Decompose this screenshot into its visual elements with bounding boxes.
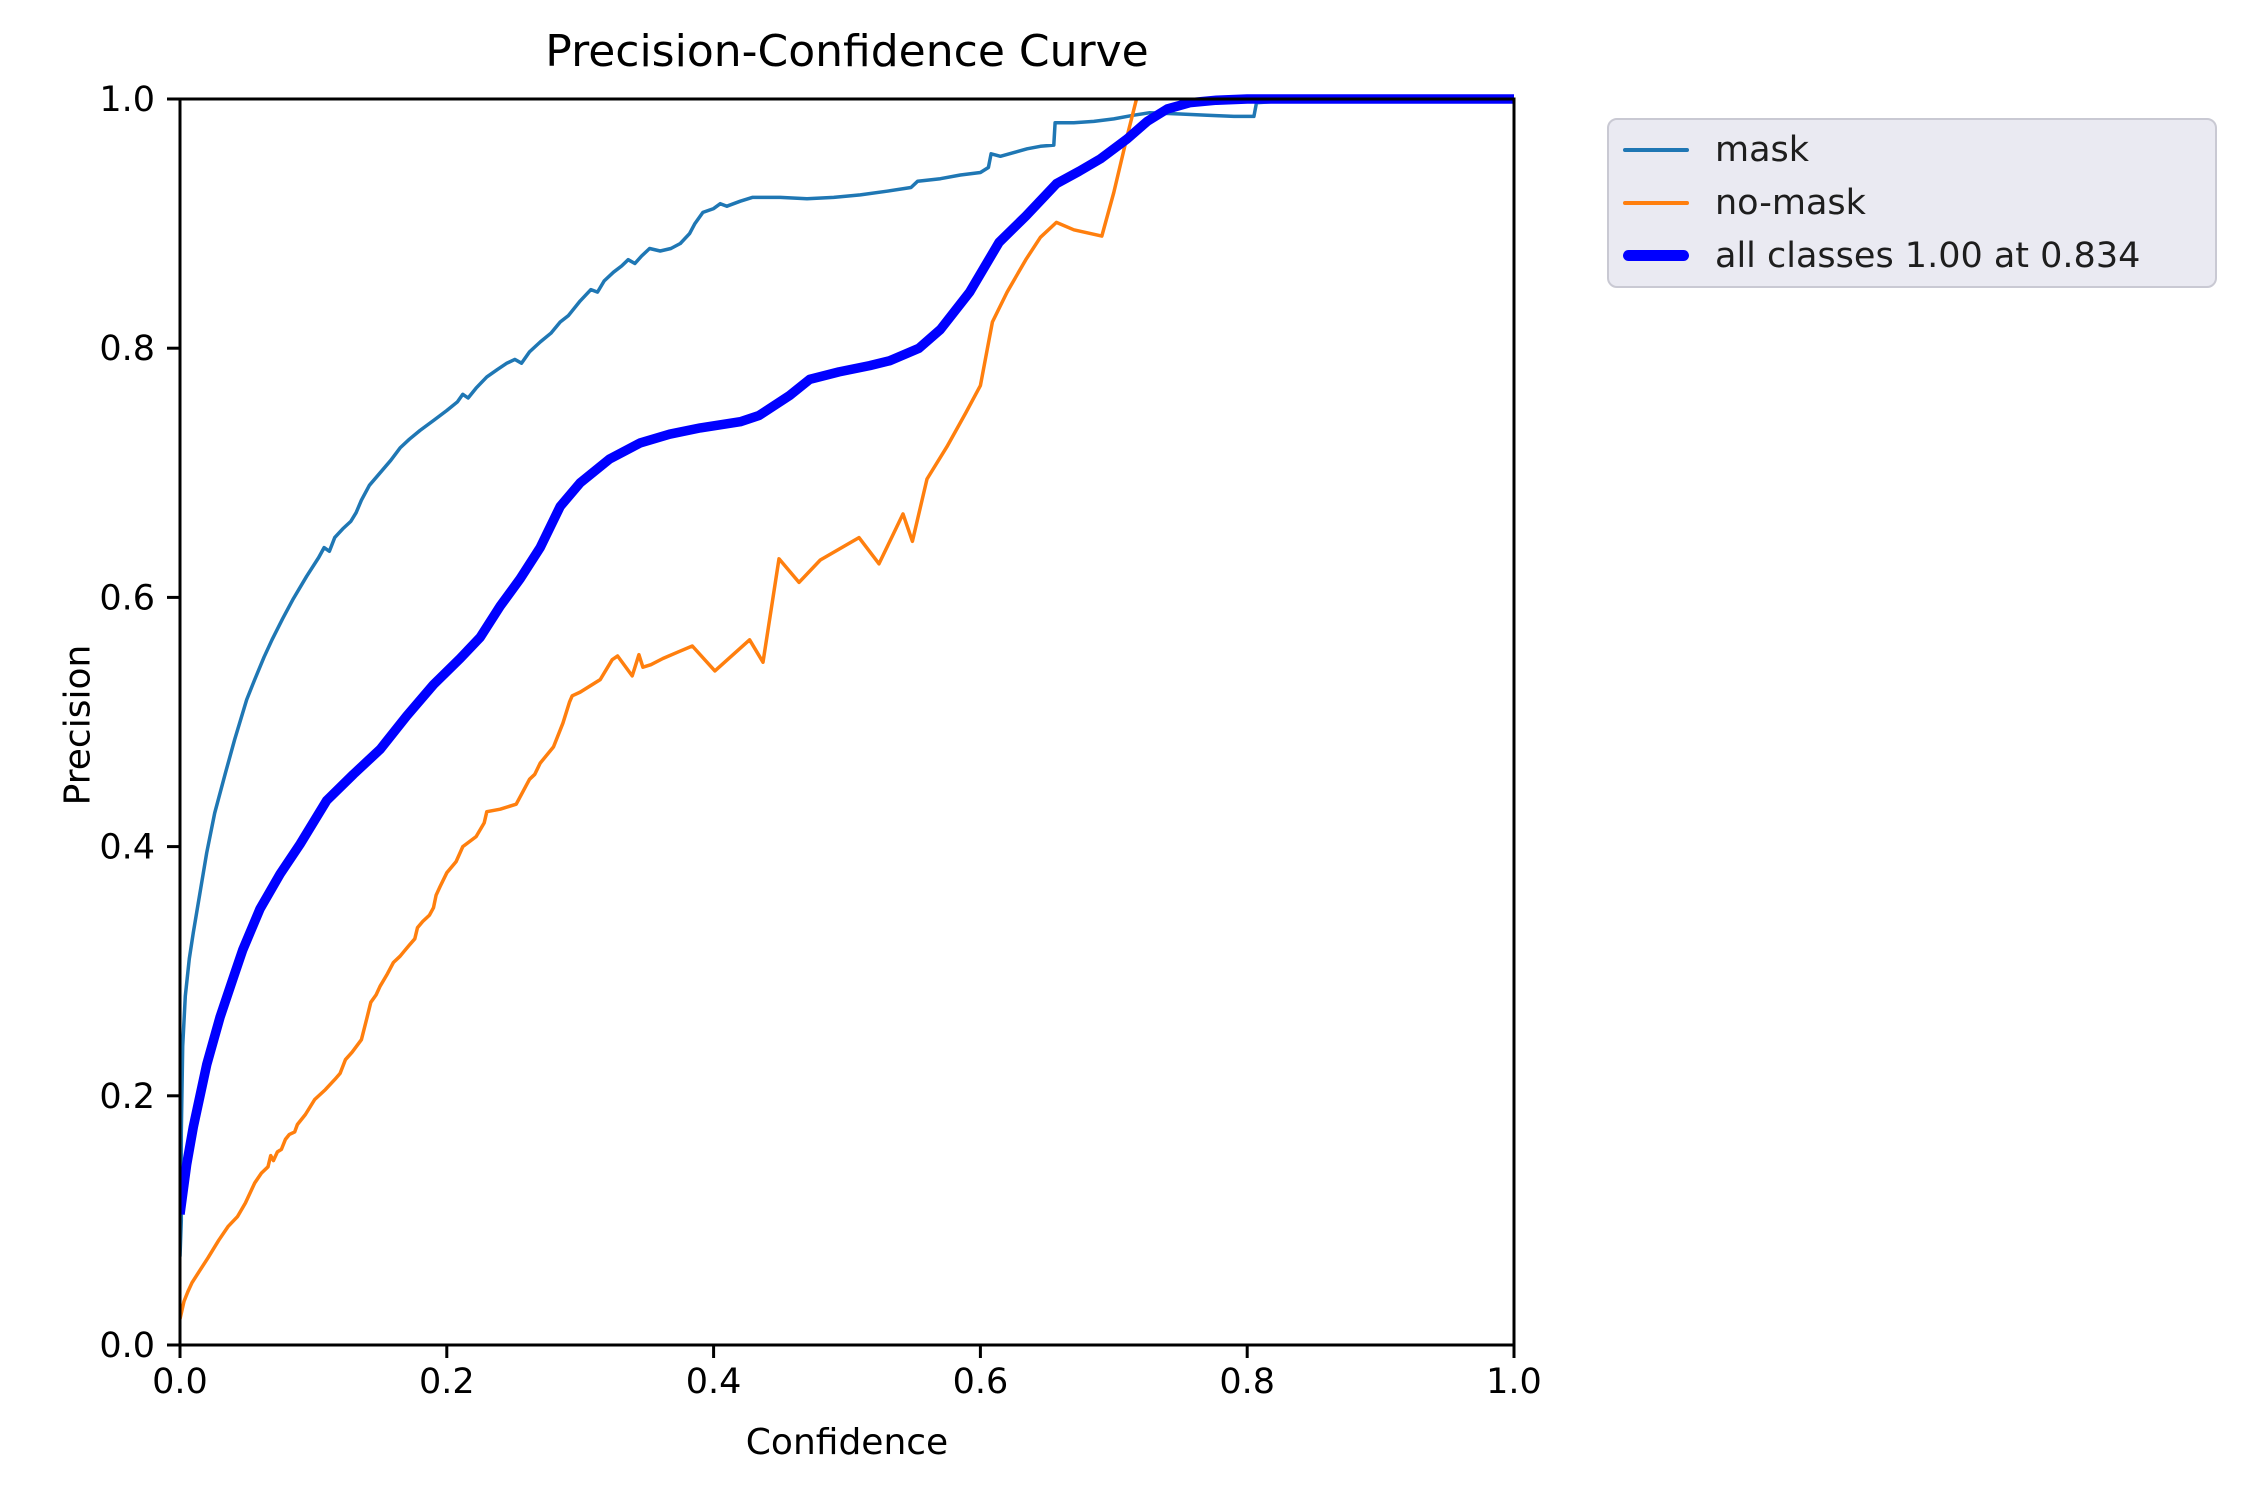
x-tick-label: 0.6	[953, 1362, 1009, 1402]
legend-label-no-mask: no-mask	[1715, 182, 1866, 223]
x-axis-label: Confidence	[745, 1422, 949, 1463]
legend-label-mask: mask	[1715, 130, 1810, 171]
curve-mask	[180, 97, 1295, 1257]
x-tick-label: 0.8	[1219, 1362, 1275, 1402]
x-tick-label: 0.2	[419, 1362, 475, 1402]
curve-no-mask	[180, 98, 1139, 1320]
all-classes-line-swatch	[1623, 250, 1689, 262]
mask-line-swatch	[1623, 148, 1689, 153]
y-tick-label: 0.6	[99, 578, 155, 618]
legend-box: mask no-mask all classes 1.00 at 0.834	[1607, 118, 2217, 288]
legend-entry-all-classes: all classes 1.00 at 0.834	[1609, 236, 2215, 276]
y-axis-label: Precision	[57, 644, 99, 806]
y-tick-label: 0.0	[99, 1326, 155, 1366]
axes-frame	[178, 97, 1516, 1347]
x-tick-label: 0.4	[686, 1362, 742, 1402]
legend-entry-mask: mask	[1609, 130, 2215, 170]
legend-label-all-classes: all classes 1.00 at 0.834	[1715, 235, 2141, 276]
x-tick-label: 1.0	[1486, 1362, 1542, 1402]
legend-entry-no-mask: no-mask	[1609, 183, 2215, 223]
no-mask-line-swatch	[1623, 200, 1689, 205]
curve-all-all-classes	[180, 94, 1514, 1215]
y-tick-label: 0.8	[99, 329, 155, 369]
y-tick-label: 1.0	[99, 80, 155, 120]
chart-title: Precision-Confidence Curve	[545, 26, 1149, 77]
x-tick-label: 0.0	[152, 1362, 208, 1402]
y-tick-label: 0.2	[99, 1077, 155, 1117]
y-tick-label: 0.4	[99, 828, 155, 868]
